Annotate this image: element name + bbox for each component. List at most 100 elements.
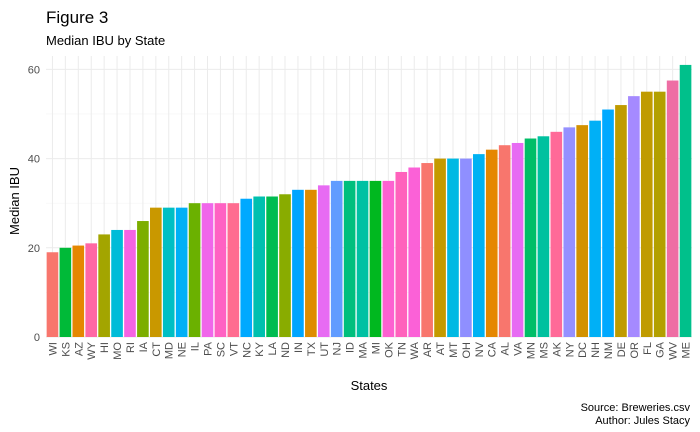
y-tick-label: 0: [34, 332, 40, 344]
x-tick-label: ND: [280, 342, 292, 358]
bar-ia: [137, 221, 149, 337]
x-tick-label: OH: [461, 342, 473, 359]
x-tick-label: NM: [603, 342, 615, 359]
bar-mt: [447, 158, 459, 337]
x-tick-label: NC: [241, 342, 253, 358]
bar-ne: [175, 207, 188, 337]
x-tick-label: NV: [474, 341, 486, 357]
bar-nv: [473, 154, 485, 337]
chart-subtitle: Median IBU by State: [46, 33, 165, 48]
bar-or: [628, 96, 640, 338]
x-tick-label: DC: [577, 342, 589, 358]
y-axis-ticks: 0 20 40 60: [28, 64, 40, 344]
bar-ak: [550, 131, 563, 337]
bar-hi: [98, 234, 110, 337]
caption-source: Source: Breweries.csv: [581, 402, 691, 414]
x-tick-label: SC: [215, 342, 227, 357]
x-tick-label: OR: [629, 342, 641, 359]
bar-ca: [485, 149, 498, 337]
bar-ny: [563, 127, 576, 337]
bar-wv: [666, 80, 679, 338]
caption-author: Author: Jules Stacy: [595, 415, 690, 427]
x-tick-label: MD: [164, 342, 176, 359]
x-tick-label: HI: [99, 342, 111, 353]
x-tick-label: IN: [293, 342, 305, 353]
bar-tx: [305, 189, 317, 337]
bar-ma: [356, 180, 369, 337]
bar-pa: [201, 203, 214, 337]
x-tick-label: AK: [551, 341, 563, 356]
x-tick-label: MS: [538, 342, 550, 359]
x-tick-label: VT: [228, 342, 240, 356]
x-axis-title: States: [351, 378, 388, 393]
bar-ks: [59, 247, 72, 337]
x-tick-label: AL: [500, 342, 512, 355]
bar-ky: [253, 196, 265, 337]
x-tick-label: DE: [616, 342, 628, 357]
y-tick-label: 60: [28, 64, 40, 76]
bar-de: [615, 105, 627, 337]
x-tick-label: MO: [112, 342, 124, 360]
x-tick-label: AZ: [73, 342, 85, 356]
bar-md: [162, 207, 175, 337]
x-tick-label: MT: [448, 342, 460, 358]
x-tick-label: WY: [86, 341, 98, 359]
x-axis-ticks: WI KS AZ WY HI MO RI IA CT MD NE IL PA SC VT NC KY LA ND IN…: [47, 341, 692, 359]
bar-nc: [240, 198, 253, 337]
x-tick-label: VA: [513, 341, 525, 356]
bar-ct: [150, 207, 162, 337]
bar-tn: [395, 171, 408, 337]
x-tick-label: KS: [60, 342, 72, 357]
x-tick-label: WV: [668, 341, 680, 359]
x-tick-label: IL: [190, 342, 202, 351]
x-tick-label: WA: [409, 341, 421, 359]
x-tick-label: NE: [177, 342, 189, 357]
bar-az: [72, 245, 85, 337]
y-tick-label: 20: [28, 243, 40, 255]
x-tick-label: NJ: [332, 342, 344, 355]
bar-la: [266, 196, 278, 337]
x-tick-label: TX: [306, 341, 318, 356]
bar-ri: [124, 229, 136, 337]
x-tick-label: MN: [526, 342, 538, 359]
bar-ut: [317, 185, 330, 337]
bar-wa: [408, 167, 421, 337]
x-tick-label: ME: [681, 342, 693, 359]
bar-nm: [602, 109, 614, 338]
bar-dc: [576, 125, 588, 337]
bar-ar: [421, 163, 433, 337]
bar-nh: [589, 120, 601, 337]
y-axis-title: Median IBU: [7, 167, 22, 235]
x-tick-label: MA: [358, 341, 370, 358]
x-tick-label: OK: [383, 341, 395, 358]
x-tick-label: WI: [47, 342, 59, 355]
x-tick-label: AR: [422, 342, 434, 357]
x-tick-label: RI: [125, 342, 137, 353]
x-tick-label: PA: [203, 341, 215, 356]
x-tick-label: NY: [564, 341, 576, 357]
bar-fl: [640, 91, 653, 337]
bar-ok: [382, 180, 395, 337]
bar-mo: [111, 229, 123, 337]
bar-sc: [214, 203, 227, 337]
x-tick-label: MI: [370, 342, 382, 354]
bar-oh: [460, 158, 472, 337]
x-tick-label: GA: [655, 341, 667, 358]
x-tick-label: UT: [319, 342, 331, 357]
bars: [46, 64, 692, 338]
chart-title: Figure 3: [46, 8, 108, 27]
x-tick-label: IA: [138, 341, 150, 352]
x-tick-label: CT: [151, 342, 163, 357]
x-tick-label: FL: [642, 342, 654, 355]
bar-ms: [537, 136, 550, 337]
x-tick-label: TN: [396, 342, 408, 357]
bar-vt: [227, 203, 240, 337]
bar-nj: [330, 180, 343, 337]
bar-va: [511, 142, 524, 337]
bar-ga: [653, 91, 666, 337]
bar-wy: [85, 243, 98, 337]
x-tick-label: LA: [267, 341, 279, 355]
bar-in: [292, 189, 304, 337]
bar-nd: [279, 194, 291, 337]
